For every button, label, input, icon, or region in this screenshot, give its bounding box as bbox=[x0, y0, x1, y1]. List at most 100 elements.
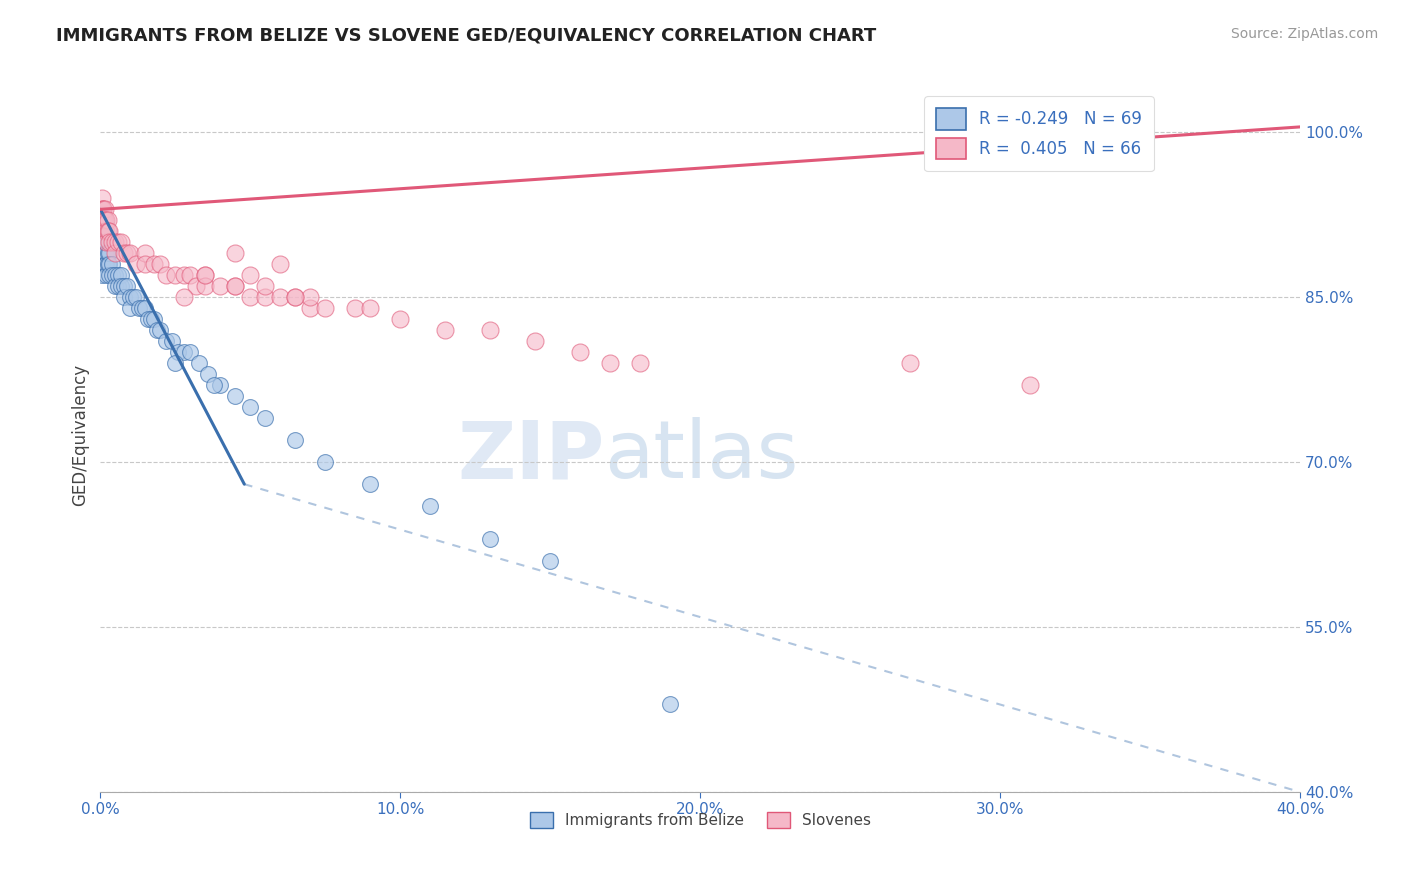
Point bbox=[104, 246, 127, 260]
Point bbox=[155, 268, 177, 283]
Point bbox=[434, 323, 457, 337]
Point bbox=[628, 356, 651, 370]
Point bbox=[165, 356, 187, 370]
Point bbox=[91, 224, 114, 238]
Point bbox=[96, 268, 118, 283]
Point bbox=[112, 290, 135, 304]
Point bbox=[284, 290, 307, 304]
Point bbox=[101, 268, 124, 283]
Point bbox=[194, 268, 217, 283]
Point bbox=[110, 235, 132, 250]
Point bbox=[96, 224, 118, 238]
Point bbox=[98, 246, 121, 260]
Point bbox=[90, 202, 112, 217]
Point bbox=[93, 246, 115, 260]
Point bbox=[138, 312, 160, 326]
Point bbox=[209, 279, 232, 293]
Point bbox=[254, 279, 277, 293]
Point bbox=[107, 268, 129, 283]
Point bbox=[90, 213, 112, 227]
Point bbox=[254, 290, 277, 304]
Point bbox=[389, 312, 412, 326]
Point bbox=[179, 268, 201, 283]
Point bbox=[96, 257, 118, 271]
Point bbox=[314, 301, 336, 316]
Point bbox=[93, 213, 115, 227]
Point bbox=[188, 356, 211, 370]
Point bbox=[104, 279, 127, 293]
Legend: Immigrants from Belize, Slovenes: Immigrants from Belize, Slovenes bbox=[523, 806, 877, 834]
Point bbox=[359, 301, 381, 316]
Point bbox=[97, 224, 120, 238]
Point bbox=[143, 312, 166, 326]
Point bbox=[128, 301, 150, 316]
Point bbox=[162, 334, 184, 349]
Point bbox=[90, 213, 112, 227]
Point bbox=[91, 235, 114, 250]
Point bbox=[202, 378, 225, 392]
Point bbox=[173, 268, 195, 283]
Point bbox=[898, 356, 921, 370]
Point bbox=[93, 235, 115, 250]
Point bbox=[134, 246, 156, 260]
Point bbox=[479, 323, 502, 337]
Y-axis label: GED/Equivalency: GED/Equivalency bbox=[72, 364, 89, 506]
Point bbox=[104, 268, 127, 283]
Text: ZIP: ZIP bbox=[457, 417, 605, 495]
Point bbox=[146, 323, 169, 337]
Point bbox=[197, 368, 219, 382]
Point bbox=[101, 235, 124, 250]
Point bbox=[239, 401, 262, 415]
Point bbox=[599, 356, 621, 370]
Point bbox=[91, 213, 114, 227]
Point bbox=[90, 224, 112, 238]
Point bbox=[1019, 378, 1042, 392]
Point bbox=[125, 290, 148, 304]
Point bbox=[94, 235, 117, 250]
Point bbox=[194, 268, 217, 283]
Point bbox=[94, 246, 117, 260]
Point bbox=[93, 224, 115, 238]
Point bbox=[155, 334, 177, 349]
Point bbox=[224, 279, 246, 293]
Point bbox=[94, 257, 117, 271]
Point bbox=[239, 268, 262, 283]
Point bbox=[179, 345, 201, 359]
Point bbox=[120, 246, 142, 260]
Text: IMMIGRANTS FROM BELIZE VS SLOVENE GED/EQUIVALENCY CORRELATION CHART: IMMIGRANTS FROM BELIZE VS SLOVENE GED/EQ… bbox=[56, 27, 876, 45]
Point bbox=[98, 268, 121, 283]
Point bbox=[149, 257, 172, 271]
Point bbox=[94, 213, 117, 227]
Point bbox=[117, 246, 139, 260]
Point bbox=[173, 345, 195, 359]
Point bbox=[299, 290, 322, 304]
Point bbox=[93, 213, 115, 227]
Point bbox=[125, 257, 148, 271]
Point bbox=[90, 191, 112, 205]
Point bbox=[117, 279, 139, 293]
Point bbox=[97, 246, 120, 260]
Point bbox=[194, 279, 217, 293]
Point bbox=[97, 257, 120, 271]
Point bbox=[122, 290, 145, 304]
Point bbox=[104, 235, 127, 250]
Point bbox=[107, 235, 129, 250]
Point bbox=[96, 213, 118, 227]
Point bbox=[165, 268, 187, 283]
Point bbox=[98, 224, 121, 238]
Point bbox=[419, 499, 441, 513]
Point bbox=[134, 257, 156, 271]
Point bbox=[90, 257, 112, 271]
Point bbox=[96, 246, 118, 260]
Point bbox=[90, 268, 112, 283]
Point bbox=[524, 334, 547, 349]
Point bbox=[359, 477, 381, 491]
Point bbox=[269, 257, 291, 271]
Text: Source: ZipAtlas.com: Source: ZipAtlas.com bbox=[1230, 27, 1378, 41]
Point bbox=[186, 279, 208, 293]
Point bbox=[167, 345, 190, 359]
Point bbox=[269, 290, 291, 304]
Point bbox=[110, 268, 132, 283]
Point bbox=[224, 389, 246, 403]
Point bbox=[131, 301, 153, 316]
